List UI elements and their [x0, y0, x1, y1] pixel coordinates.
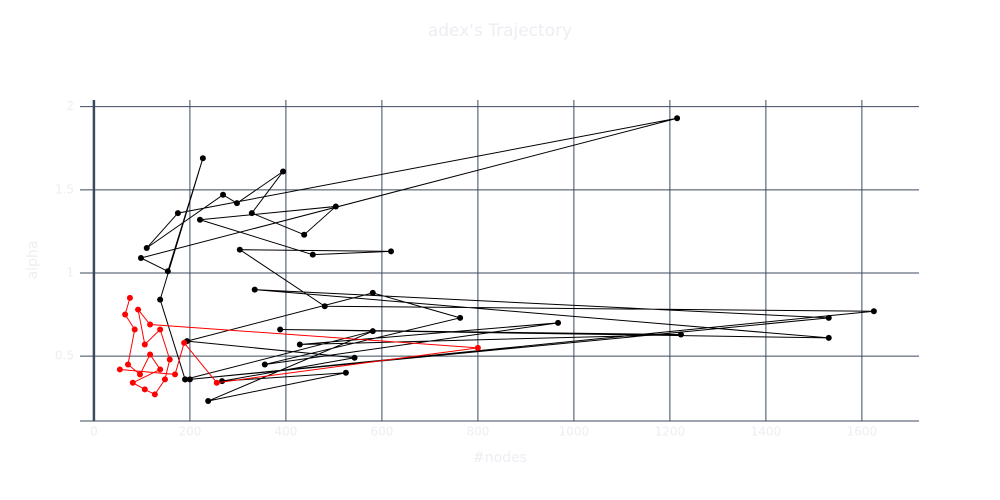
x-tick-label: 400 — [274, 425, 297, 439]
point — [870, 308, 877, 315]
point — [151, 391, 158, 398]
point — [321, 303, 328, 310]
point — [280, 168, 287, 175]
point — [457, 314, 464, 321]
point — [220, 191, 227, 198]
point — [147, 351, 154, 358]
point — [166, 356, 173, 363]
chart-title: adex's Trajectory — [428, 21, 572, 41]
point — [277, 326, 284, 333]
point — [369, 289, 376, 296]
point — [174, 210, 181, 217]
point — [129, 379, 136, 386]
point — [261, 361, 268, 368]
point — [825, 334, 832, 341]
point — [205, 398, 212, 405]
point — [825, 314, 832, 321]
point — [248, 210, 255, 217]
point — [219, 378, 226, 385]
point — [157, 326, 164, 333]
point — [677, 331, 684, 338]
point — [135, 306, 142, 313]
point — [342, 369, 349, 376]
point — [196, 216, 203, 223]
y-tick-label: 0.5 — [55, 349, 74, 363]
point — [369, 328, 376, 335]
point — [236, 246, 243, 253]
point — [136, 371, 143, 378]
point — [182, 376, 189, 383]
point — [674, 115, 681, 122]
point — [199, 155, 206, 162]
x-tick-label: 1000 — [559, 425, 590, 439]
point — [474, 344, 481, 351]
point — [141, 386, 148, 393]
x-tick-label: 200 — [178, 425, 201, 439]
point — [147, 321, 154, 328]
point — [141, 341, 148, 348]
y-axis-title: alpha — [25, 241, 41, 280]
point — [116, 366, 123, 373]
point — [124, 361, 131, 368]
x-tick-label: 600 — [370, 425, 393, 439]
y-tick-label: 1.5 — [55, 182, 74, 196]
point — [213, 379, 220, 386]
point — [309, 251, 316, 258]
point — [131, 326, 138, 333]
point — [122, 311, 129, 318]
point — [161, 376, 168, 383]
y-tick-label: 2 — [66, 99, 74, 113]
point — [181, 339, 188, 346]
point — [332, 203, 339, 210]
point — [172, 371, 179, 378]
point — [157, 366, 164, 373]
point — [301, 231, 308, 238]
point — [126, 294, 133, 301]
point — [233, 200, 240, 207]
y-tick-label: 1 — [66, 265, 74, 279]
x-tick-label: 1400 — [751, 425, 782, 439]
point — [157, 296, 164, 303]
point — [186, 376, 193, 383]
series-line — [139, 117, 874, 402]
point — [296, 341, 303, 348]
x-tick-label: 1200 — [655, 425, 686, 439]
x-tick-label: 0 — [90, 425, 98, 439]
point — [137, 255, 144, 262]
point — [351, 354, 358, 361]
point — [143, 245, 150, 252]
point — [388, 248, 395, 255]
point — [251, 286, 258, 293]
point — [555, 319, 562, 326]
x-axis-title: #nodes — [473, 450, 527, 466]
point — [164, 268, 171, 275]
x-tick-label: 800 — [466, 425, 489, 439]
x-tick-label: 1600 — [847, 425, 878, 439]
